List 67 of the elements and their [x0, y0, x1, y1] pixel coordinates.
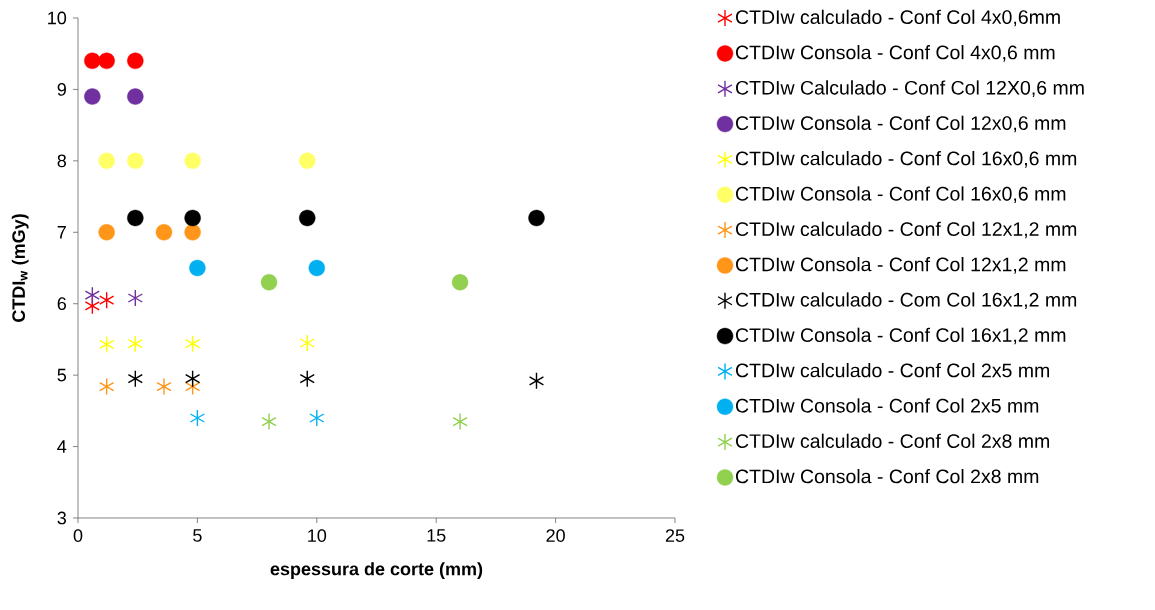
legend-label: CTDIw calculado - Conf Col 2x5 mm [735, 363, 1049, 378]
point [127, 209, 144, 227]
legend-label: CTDIw calculado - Conf Col 2x8 mm [735, 433, 1049, 448]
y-tick-label: 7 [57, 226, 66, 239]
y-tick-label: 8 [57, 154, 67, 168]
point [452, 412, 468, 431]
point [84, 88, 101, 105]
point [99, 335, 115, 354]
y-tick-label: 9 [57, 83, 66, 96]
y-tick-label: 4 [57, 440, 67, 453]
legend-label: CTDIw Consola - Conf Col 4x0,6 mm [735, 45, 1055, 62]
point [308, 259, 325, 277]
x-tick-label: 15 [427, 529, 446, 542]
point [189, 259, 206, 277]
legend-label: CTDIw Calculado - Conf Col 12X0,6 mm [735, 80, 1084, 97]
point [156, 377, 172, 396]
point [451, 274, 469, 291]
x-tick-label: 25 [665, 529, 685, 542]
point [127, 289, 143, 307]
point [299, 152, 316, 170]
point [260, 274, 278, 291]
y-axis-title: CTDI$_{w}$ (mGy) [11, 214, 29, 322]
point [84, 286, 100, 304]
legend-label: CTDIw Consola - Conf Col 2x5 mm [735, 398, 1039, 413]
legend-label: CTDIw Consola - Conf Col 2x8 mm [735, 468, 1039, 484]
point [299, 370, 315, 388]
point [98, 152, 115, 170]
y-tick-label: 10 [48, 11, 67, 25]
legend-label: CTDIw Consola - Conf Col 12x1,2 mm [735, 257, 1066, 274]
point [528, 372, 545, 390]
point [127, 335, 143, 353]
x-tick-label: 0 [73, 529, 83, 542]
point [127, 152, 144, 170]
x-tick-label: 20 [546, 529, 565, 542]
point [98, 52, 115, 70]
point [127, 370, 143, 388]
legend-label: CTDIw Consola - Conf Col 16x0,6 mm [735, 186, 1066, 203]
point [155, 224, 173, 241]
legend-label: CTDIw Consola - Conf Col 12x0,6 mm [735, 115, 1066, 133]
point [99, 377, 115, 396]
legend-label: CTDIw Consola - Conf Col 16x1,2 mm [735, 327, 1066, 345]
y-tick-label: 3 [57, 511, 67, 525]
y-tick-label: 5 [57, 368, 67, 382]
point [184, 209, 201, 227]
point [299, 209, 316, 227]
point [84, 52, 101, 70]
point [185, 370, 201, 388]
point [127, 52, 144, 70]
point [299, 334, 315, 352]
legend-label: CTDIw calculado - Conf Col 4x0,6mm [735, 9, 1060, 27]
point [184, 224, 201, 241]
point [528, 209, 545, 227]
x-axis-title: espessura de corte (mm) [270, 562, 483, 579]
y-tick-label: 6 [57, 297, 67, 311]
legend-label: CTDIw calculado - Conf Col 12x1,2 mm [735, 221, 1077, 239]
point [261, 412, 277, 431]
point [189, 409, 206, 427]
point [98, 224, 115, 241]
x-tick-label: 10 [308, 529, 327, 542]
point [309, 409, 325, 427]
point [185, 335, 201, 353]
legend-label: CTDIw calculado - Com Col 16x1,2 mm [735, 292, 1077, 309]
point [184, 152, 201, 170]
point [127, 88, 144, 105]
point [99, 291, 115, 309]
legend-label: CTDIw calculado - Conf Col 16x0,6 mm [735, 151, 1077, 168]
x-tick-label: 5 [193, 529, 202, 542]
